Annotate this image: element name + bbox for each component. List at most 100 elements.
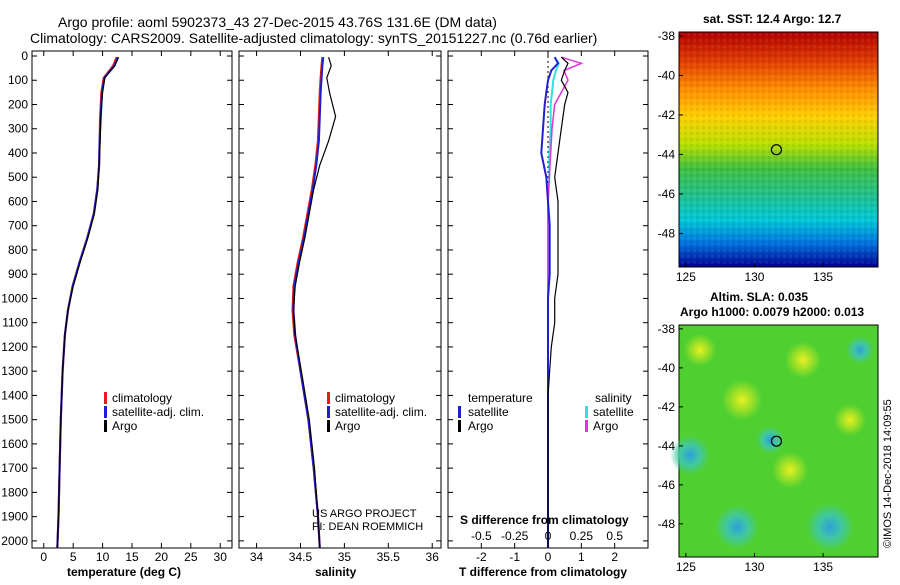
sst-map-title: sat. SST: 12.4 Argo: 12.7	[703, 12, 842, 26]
depth-tick-label: 1600	[1, 437, 28, 451]
t-argo-diff-line	[547, 56, 569, 549]
legend-swatch-satellite	[327, 406, 330, 418]
salinity-legend: climatology satellite-adj. clim. Argo	[327, 391, 427, 433]
legend-label-s-satellite: satellite	[593, 405, 634, 419]
sal-argo-line	[292, 57, 337, 549]
salinity-plot-frame	[238, 50, 442, 549]
depth-tick-label: 1700	[1, 461, 28, 475]
map-lat-label: -46	[658, 187, 676, 201]
s-diff-tick-label: 0.5	[606, 529, 623, 543]
legend-label-t-satellite: satellite	[468, 405, 509, 419]
project-credit: US ARGO PROJECT	[312, 508, 417, 520]
map-lon-label: 135	[813, 270, 833, 284]
sla-anomaly	[834, 404, 866, 436]
imos-stamp: ©IMOS 14-Dec-2018 14:09:55	[882, 399, 894, 548]
diff-x-tick-label: 1	[578, 550, 585, 564]
depth-tick-label: 600	[8, 194, 28, 208]
sla-anomaly	[772, 452, 808, 488]
difference-legend-salinity: salinity satellite Argo	[585, 391, 634, 433]
sla-map-anomalies	[670, 334, 874, 551]
map-lat-label: -38	[658, 29, 676, 43]
title-line-2: Climatology: CARS2009. Satellite-adjuste…	[30, 30, 597, 46]
map-lat-label: -48	[658, 226, 676, 240]
s-difference-x-label: S difference from climatology	[460, 513, 629, 527]
temp-x-tick-label: 0	[40, 550, 47, 564]
depth-tick-label: 100	[8, 73, 28, 87]
sal-x-tick-label: 35	[338, 550, 352, 564]
temp-x-tick-label: 25	[184, 550, 198, 564]
depth-tick-label: 1900	[1, 510, 28, 524]
legend-swatch-climatology	[104, 392, 107, 404]
depth-tick-label: 1800	[1, 485, 28, 499]
sal-satellite-line	[292, 57, 325, 549]
temperature-panel: 0100200300400500600700800900100011001200…	[1, 49, 233, 579]
sla-anomaly	[715, 505, 759, 549]
legend-label-s-argo: Argo	[593, 419, 619, 433]
sla-map-subtitle: Argo h1000: 0.0079 h2000: 0.013	[680, 305, 864, 319]
diff-x-tick-label: 2	[611, 550, 618, 564]
s-diff-tick-label: -0.25	[501, 529, 529, 543]
legend-swatch-t-satellite	[458, 406, 461, 418]
sla-map-panel: Altim. SLA: 0.035 Argo h1000: 0.0079 h20…	[658, 290, 879, 574]
legend-label-climatology: climatology	[112, 391, 172, 405]
map-lat-label: -48	[658, 517, 676, 531]
depth-tick-label: 1400	[1, 388, 28, 402]
diff-x-tick-label: 0	[545, 550, 552, 564]
depth-tick-label: 700	[8, 219, 28, 233]
sst-map-argo-marker	[770, 144, 783, 156]
depth-tick-label: 1500	[1, 413, 28, 427]
temperature-legend: climatology satellite-adj. clim. Argo	[104, 391, 204, 433]
legend-swatch-argo	[104, 420, 107, 432]
map-lon-label: 130	[744, 270, 764, 284]
pi-credit: PI: DEAN ROEMMICH	[312, 521, 423, 533]
legend-title-salinity: salinity	[595, 391, 632, 405]
map-lon-label: 125	[676, 560, 696, 574]
depth-tick-label: 800	[8, 243, 28, 257]
s-diff-tick-label: -0.5	[471, 529, 492, 543]
temp-x-tick-label: 15	[125, 550, 139, 564]
diff-x-tick-label: -1	[509, 550, 520, 564]
sla-anomaly	[684, 334, 716, 366]
legend-swatch-argo	[327, 420, 330, 432]
legend-label-satellite: satellite-adj. clim.	[112, 405, 204, 419]
depth-tick-label: 200	[8, 97, 28, 111]
temperature-x-label: temperature (deg C)	[67, 565, 181, 579]
legend-title-temperature: temperature	[468, 391, 533, 405]
depth-tick-label: 500	[8, 170, 28, 184]
sal-x-tick-label: 35.5	[377, 550, 401, 564]
t-difference-x-label: T difference from climatology	[459, 565, 627, 579]
sal-x-tick-label: 36	[426, 550, 440, 564]
temperature-plot-frame	[31, 50, 233, 549]
legend-swatch-t-argo	[458, 420, 461, 432]
map-lat-label: -46	[658, 478, 676, 492]
map-lat-label: -40	[658, 361, 676, 375]
sal-x-tick-label: 34.5	[289, 550, 313, 564]
temp-x-tick-label: 10	[96, 550, 110, 564]
temp-x-tick-label: 5	[70, 550, 77, 564]
legend-label-climatology: climatology	[335, 391, 395, 405]
depth-tick-label: 900	[8, 267, 28, 281]
diff-x-tick-label: -2	[476, 550, 487, 564]
legend-swatch-satellite	[104, 406, 107, 418]
legend-label-argo: Argo	[112, 419, 138, 433]
legend-label-argo: Argo	[335, 419, 361, 433]
difference-legend-temperature: temperature satellite Argo	[458, 391, 533, 433]
legend-swatch-climatology	[327, 392, 330, 404]
salinity-x-label: salinity	[315, 565, 357, 579]
legend-swatch-s-argo	[585, 420, 588, 432]
map-lat-label: -42	[658, 400, 676, 414]
depth-tick-label: 1000	[1, 291, 28, 305]
sst-map-texture	[679, 32, 878, 267]
sla-anomaly	[670, 435, 710, 475]
depth-tick-label: 0	[21, 49, 28, 63]
depth-tick-label: 2000	[1, 534, 28, 548]
map-lon-label: 125	[676, 270, 696, 284]
legend-swatch-s-satellite	[585, 406, 588, 418]
s-diff-tick-label: 0.25	[570, 529, 594, 543]
sla-anomaly	[722, 380, 762, 420]
map-lat-label: -44	[658, 147, 676, 161]
map-lat-label: -44	[658, 439, 676, 453]
temp-x-tick-label: 30	[214, 550, 228, 564]
